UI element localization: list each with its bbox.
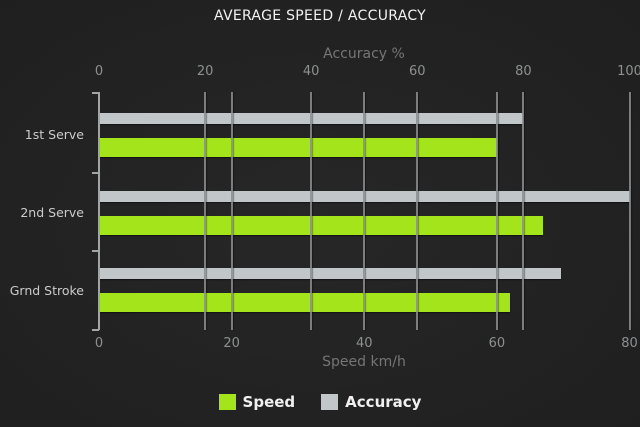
bottom-tick-label-80: 80 [621,336,638,351]
bottom-tick-label-40: 40 [355,336,373,351]
bottom-axis-title: Speed km/h [322,354,406,370]
category-label-grnd-stroke: Grnd Stroke [9,283,84,298]
legend-item-speed[interactable]: Speed [218,393,296,411]
bottom-gridline-20 [230,92,233,330]
top-gridline-80 [522,92,525,330]
legend-swatch-speed-icon [218,394,236,410]
y-axis-tick-3 [92,328,99,331]
legend-swatch-accuracy-icon [321,394,339,410]
bar-speed-grnd-stroke [100,293,511,312]
top-gridline-40 [310,92,313,330]
legend: Speed Accuracy [0,394,640,410]
top-tick-label-100: 100 [617,64,640,79]
bottom-gridline-60 [495,92,498,330]
chart-title: AVERAGE SPEED / ACCURACY [213,8,427,24]
bottom-tick-label-20: 20 [223,336,240,351]
top-axis-title: Accuracy % [323,46,405,62]
top-tick-label-40: 40 [302,64,320,79]
top-tick-label-0: 0 [94,64,104,79]
legend-item-accuracy[interactable]: Accuracy [321,394,421,410]
legend-label-speed: Speed [242,393,296,411]
bottom-tick-label-0: 0 [94,336,104,351]
bar-speed-1st-serve [100,138,497,157]
legend-label-accuracy: Accuracy [345,393,422,411]
bottom-gridline-40 [363,92,366,330]
top-tick-label-80: 80 [515,64,532,79]
y-axis-tick-2 [92,249,99,252]
y-axis-tick-0 [92,92,99,94]
top-tick-label-60: 60 [409,64,426,79]
top-tick-label-20: 20 [196,64,214,79]
top-gridline-20 [204,92,207,330]
bottom-tick-label-60: 60 [488,336,506,351]
y-axis-line [97,92,100,330]
bar-accuracy-grnd-stroke [100,268,561,279]
top-gridline-60 [416,92,419,330]
y-axis-tick-1 [92,171,99,174]
category-label-2nd-serve: 2nd Serve [20,204,84,220]
top-gridline-100 [628,92,631,330]
bar-speed-2nd-serve [100,216,544,235]
category-label-1st-serve: 1st Serve [24,126,84,142]
